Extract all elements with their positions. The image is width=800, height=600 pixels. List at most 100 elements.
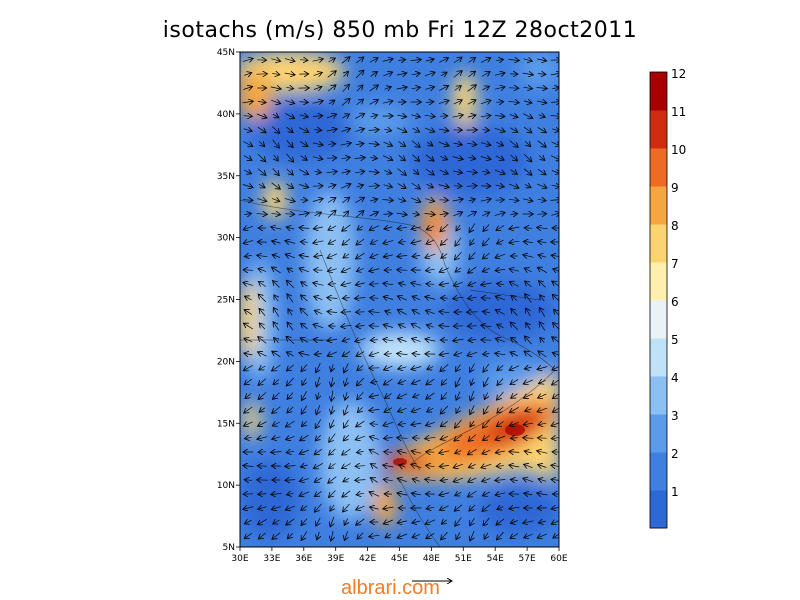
wind-vector bbox=[523, 521, 534, 523]
page-title: isotachs (m/s) 850 mb Fri 12Z 28oct2011 bbox=[162, 18, 638, 43]
wind-vector bbox=[467, 85, 477, 92]
wind-vector bbox=[313, 87, 322, 90]
wind-vector bbox=[525, 281, 532, 288]
wind-vector bbox=[411, 198, 421, 202]
wind-vector bbox=[455, 419, 462, 428]
wind-vector bbox=[370, 464, 378, 469]
wind-vector bbox=[523, 242, 533, 243]
wind-vector bbox=[328, 226, 337, 230]
wind-vector bbox=[524, 493, 533, 495]
colorbar-bin bbox=[650, 148, 667, 187]
wind-vector bbox=[357, 407, 362, 412]
wind-vector bbox=[344, 71, 349, 76]
wind-vector bbox=[524, 534, 533, 538]
wind-vector bbox=[369, 269, 380, 272]
wind-vector bbox=[508, 101, 520, 103]
latitude-axis: 5N 10N 15N 20N 25N 30N 35N 40N 45N bbox=[217, 48, 240, 553]
wind-vector bbox=[357, 365, 364, 370]
wind-vector bbox=[356, 451, 364, 452]
wind-vector bbox=[314, 310, 322, 313]
wind-vector bbox=[259, 308, 266, 316]
wind-vector bbox=[439, 268, 450, 272]
wind-vector bbox=[455, 492, 462, 496]
wind-vector bbox=[398, 423, 407, 424]
wind-vector bbox=[369, 85, 379, 92]
colorbar-label: 8 bbox=[671, 219, 679, 233]
wind-vector bbox=[327, 254, 338, 258]
wind-vector bbox=[552, 87, 559, 88]
lon-tick-label: 42E bbox=[359, 554, 376, 564]
wind-vector bbox=[509, 365, 520, 371]
wind-vector bbox=[412, 255, 421, 256]
wind-vector bbox=[480, 115, 491, 116]
lat-tick-label: 15N bbox=[217, 419, 235, 429]
wind-vector bbox=[369, 409, 380, 410]
wind-vector bbox=[286, 227, 294, 229]
wind-vector bbox=[411, 227, 422, 229]
wind-vector bbox=[383, 465, 394, 467]
lat-tick-label: 10N bbox=[217, 481, 235, 491]
wind-vector bbox=[273, 520, 280, 524]
wind-vector bbox=[286, 153, 293, 162]
wind-vector bbox=[453, 297, 464, 299]
wind-vector bbox=[466, 186, 477, 187]
wind-vector bbox=[272, 351, 281, 358]
wind-vector bbox=[317, 392, 319, 400]
wind-vector bbox=[495, 480, 506, 481]
wind-vector bbox=[398, 324, 406, 328]
wind-vector bbox=[453, 100, 463, 104]
wind-vector bbox=[496, 466, 504, 467]
wind-vector bbox=[412, 310, 421, 314]
wind-vector bbox=[495, 310, 505, 315]
wind-vector bbox=[312, 101, 324, 104]
wind-vector bbox=[274, 154, 279, 161]
wind-vector bbox=[327, 269, 337, 272]
wind-vector bbox=[272, 532, 281, 540]
wind-vector bbox=[411, 464, 422, 468]
wind-vector bbox=[539, 322, 546, 331]
colorbar-bin bbox=[650, 262, 667, 301]
wind-vector bbox=[412, 338, 421, 341]
wind-vector bbox=[384, 227, 393, 229]
wind-vector bbox=[327, 185, 336, 188]
wind-vector bbox=[483, 436, 490, 441]
wind-vector bbox=[468, 282, 477, 285]
wind-vector bbox=[384, 354, 392, 355]
wind-vector bbox=[287, 294, 294, 303]
wind-vector bbox=[511, 295, 518, 300]
wind-vector bbox=[456, 532, 460, 539]
wind-vector bbox=[426, 142, 433, 146]
wind-vector bbox=[370, 424, 379, 425]
wind-vector bbox=[327, 85, 336, 92]
wind-vector bbox=[397, 451, 407, 453]
wind-vector bbox=[329, 433, 336, 443]
wind-vector bbox=[427, 366, 434, 369]
wind-vector bbox=[383, 297, 394, 300]
wind-vector bbox=[244, 532, 253, 539]
wind-vector bbox=[272, 437, 281, 439]
wind-vector bbox=[554, 309, 559, 316]
wind-vector bbox=[316, 405, 320, 415]
wind-vector bbox=[342, 448, 351, 455]
wind-vector bbox=[411, 367, 422, 370]
wind-vector bbox=[525, 294, 532, 303]
wind-vector bbox=[495, 451, 505, 453]
wind-vector bbox=[456, 406, 460, 414]
wind-vector bbox=[258, 153, 265, 162]
wind-vector bbox=[411, 451, 421, 453]
wind-vector bbox=[287, 493, 294, 495]
wind-vector bbox=[494, 116, 505, 117]
wind-vector bbox=[496, 142, 503, 146]
lon-tick-label: 48E bbox=[423, 554, 440, 564]
wind-vector bbox=[356, 268, 364, 271]
wind-vector bbox=[412, 213, 420, 215]
wind-vector bbox=[314, 354, 322, 355]
wind-vector bbox=[301, 531, 308, 540]
wind-vector bbox=[524, 367, 532, 369]
lat-tick-label: 35N bbox=[217, 172, 235, 182]
wind-vector bbox=[467, 143, 477, 144]
wind-vector bbox=[271, 100, 281, 103]
wind-vector bbox=[243, 156, 252, 161]
wind-vector bbox=[425, 339, 436, 341]
